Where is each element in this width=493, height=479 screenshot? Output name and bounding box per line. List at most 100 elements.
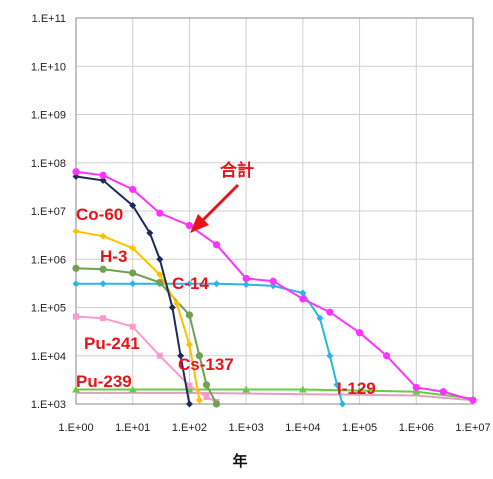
series-5-point: [73, 313, 79, 320]
series-6-point: [72, 385, 80, 393]
series-0-point: [439, 388, 447, 396]
series-1-point: [129, 202, 137, 210]
series-6-point: [355, 386, 364, 394]
series-2-point: [195, 396, 203, 404]
series-6-point: [242, 385, 250, 393]
series-1-point: [185, 400, 193, 408]
x-tick-label: 1.E+03: [229, 422, 264, 434]
series-0-point: [99, 171, 107, 179]
series-0-point: [299, 295, 307, 303]
x-tick-label: 1.E+01: [115, 422, 150, 434]
x-tick-label: 1.E+04: [285, 422, 320, 434]
series-4-point: [212, 280, 220, 288]
series-4-point: [333, 381, 341, 389]
series-4-point: [299, 289, 307, 297]
series-3-point: [129, 269, 137, 277]
series-3-point: [202, 381, 211, 389]
series-0-point: [72, 168, 80, 176]
x-tick-labels: 1.E+00 1.E+01 1.E+02 1.E+03 1.E+04 1.E+05 1.E+…: [58, 422, 490, 434]
series-1-line: [75, 175, 191, 405]
series-6-point: [412, 387, 421, 395]
series-3-point: [212, 400, 221, 408]
series-1-point: [156, 255, 164, 263]
series-2-point: [156, 271, 164, 279]
series-0-point: [212, 241, 221, 249]
series-2-point: [72, 227, 80, 235]
arrow-head-icon: [190, 214, 209, 233]
annotation-label: Cs-137: [178, 355, 234, 374]
arrow-icon: [201, 183, 240, 222]
annotation-label: H-3: [100, 247, 127, 266]
series-5-point: [156, 352, 163, 359]
x-axis-label: 年: [232, 452, 247, 470]
annotation-label: 合計: [220, 160, 254, 180]
series-4-point: [242, 280, 250, 288]
annotation-label: Pu-241: [84, 334, 140, 353]
series-2-point: [173, 300, 181, 308]
annotation-label: Pu-239: [76, 372, 132, 391]
series-4-point: [72, 280, 80, 288]
plot-frame: [75, 17, 474, 405]
series-6-point: [299, 385, 307, 393]
series-0-point: [355, 329, 364, 337]
y-tick-label: 1.E+03: [31, 399, 66, 411]
series-6-line: [76, 388, 474, 400]
y-tick-label: 1.E+09: [31, 110, 66, 122]
series-0-point: [412, 383, 420, 392]
series-3-point: [156, 278, 164, 287]
y-tick-label: 1.E+04: [31, 351, 66, 363]
series-0-point: [242, 274, 250, 283]
series-1-point: [146, 229, 154, 237]
series-2-point: [185, 341, 193, 349]
series-0-point: [469, 396, 477, 404]
series-7-line: [76, 391, 474, 402]
annotations: 合計 Co-60 H-3 C-14 Pu-241 Cs-137 Pu-239 I-129: [76, 160, 376, 398]
series-2-point: [129, 244, 137, 252]
series-3-point: [72, 264, 80, 272]
series-7: [76, 391, 474, 402]
series-3-point: [99, 265, 107, 273]
series-0: [72, 168, 477, 404]
annotation-label: C-14: [172, 274, 209, 293]
series-4-point: [338, 400, 346, 408]
y-tick-label: 1.E+05: [31, 303, 66, 315]
series-group: [72, 168, 477, 408]
series-4-point: [99, 280, 107, 288]
series-0-point: [383, 352, 391, 360]
x-tick-label: 1.E+02: [172, 422, 207, 434]
series-4-point: [316, 314, 324, 322]
series-1-point: [177, 352, 185, 360]
series-3-point: [195, 352, 204, 360]
series-6-point: [128, 385, 137, 393]
series-4-point: [326, 352, 334, 360]
y-tick-label: 1.E+10: [31, 61, 66, 73]
series-5-point: [100, 315, 107, 322]
series-3-point: [185, 311, 194, 319]
x-tick-label: 1.E+05: [342, 422, 377, 434]
x-tick-label: 1.E+00: [58, 422, 93, 434]
y-tick-labels: 1.E+03 1.E+04 1.E+05 1.E+06 1.E+07 1.E+08 1.E+…: [31, 13, 66, 411]
annotation-label: I-129: [337, 379, 376, 398]
series-0-point: [185, 221, 194, 230]
series-2: [72, 227, 203, 404]
series-5-point: [203, 393, 210, 400]
series-0-point: [156, 209, 164, 217]
series-5-point: [186, 382, 193, 389]
y-tick-label: 1.E+07: [31, 206, 66, 218]
series-0-point: [326, 308, 334, 316]
series-4-point: [185, 280, 193, 288]
series-1: [72, 172, 193, 408]
series-2-point: [99, 232, 107, 240]
series-1-point: [168, 304, 176, 311]
series-1-point: [99, 176, 107, 184]
series-0-point: [129, 185, 137, 194]
y-tick-label: 1.E+06: [31, 254, 66, 266]
annotation-label: Co-60: [76, 205, 123, 224]
x-tick-label: 1.E+06: [399, 422, 434, 434]
series-0-point: [269, 277, 277, 285]
series-5-point: [129, 323, 136, 330]
x-tick-label: 1.E+07: [455, 422, 490, 434]
y-tick-label: 1.E+08: [31, 158, 66, 170]
series-4-point: [129, 280, 137, 288]
